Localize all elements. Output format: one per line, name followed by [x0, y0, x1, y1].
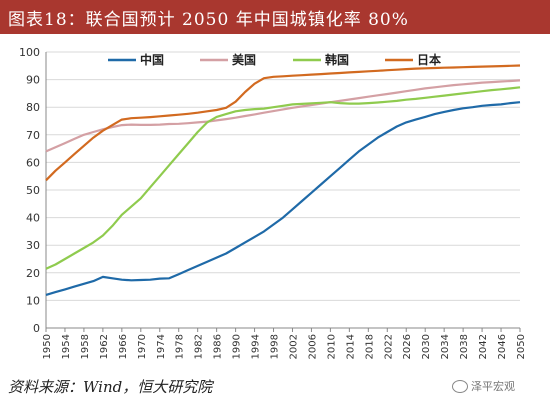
- x-tick-label: 1990: [232, 334, 243, 359]
- x-tick-label: 2018: [364, 334, 375, 359]
- watermark-text: 泽平宏观: [471, 380, 515, 393]
- x-tick-label: 2010: [326, 334, 337, 359]
- x-tick-label: 2030: [421, 334, 432, 359]
- y-tick-label: 60: [26, 156, 40, 169]
- x-tick-label: 2026: [402, 334, 413, 359]
- x-tick-label: 1970: [137, 334, 148, 359]
- source-note: 资料来源：Wind，恒大研究院: [8, 378, 213, 396]
- y-tick-label: 50: [26, 184, 40, 197]
- x-tick-label: 1954: [61, 334, 72, 359]
- legend-label: 日本: [417, 52, 441, 67]
- x-tick-label: 2034: [440, 334, 451, 359]
- chart-area: 0 10 20 30 40 50 60 70 80 90 100 1950 1954 1958 1962 19…: [0, 34, 550, 369]
- watermark: 泽平宏观: [452, 378, 515, 394]
- y-tick-label: 80: [26, 101, 40, 114]
- legend-label: 美国: [232, 52, 256, 67]
- y-tick-label: 0: [33, 322, 40, 335]
- x-tick-label: 2038: [459, 334, 470, 359]
- x-tick-label: 2006: [307, 334, 318, 359]
- y-tick-label: 20: [26, 267, 40, 280]
- y-tick-label: 40: [26, 212, 40, 225]
- x-tick-label: 2042: [478, 334, 489, 359]
- x-tick-label: 1978: [175, 334, 186, 359]
- x-tick-label: 2002: [288, 334, 299, 359]
- y-tick-label: 90: [26, 74, 40, 87]
- series-line-韩国: [45, 86, 521, 270]
- x-tick-label: 2022: [383, 334, 394, 359]
- series-line-中国: [45, 101, 521, 296]
- figure-title: 图表18：联合国预计 2050 年中国城镇化率 80%: [8, 10, 409, 30]
- x-tick-label: 2046: [497, 334, 508, 359]
- x-tick-label: 1998: [270, 334, 281, 359]
- series-line-美国: [45, 79, 521, 153]
- x-tick-label: 1958: [80, 334, 91, 359]
- y-tick-label: 10: [26, 294, 40, 307]
- x-tick-label: 1962: [99, 334, 110, 359]
- wechat-icon: [452, 379, 468, 393]
- title-bar: 图表18：联合国预计 2050 年中国城镇化率 80%: [0, 0, 550, 34]
- legend-label: 中国: [140, 52, 164, 67]
- x-tick-label: 2050: [516, 334, 527, 359]
- x-tick-label: 1966: [118, 334, 129, 359]
- y-tick-label: 70: [26, 129, 40, 142]
- x-tick-label: 1994: [251, 334, 262, 359]
- y-tick-label: 30: [26, 239, 40, 252]
- x-tick-label: 1986: [213, 334, 224, 359]
- series-line-日本: [45, 64, 521, 182]
- x-tick-label: 1950: [42, 334, 53, 359]
- x-tick-label: 2014: [345, 334, 356, 359]
- y-tick-label: 100: [19, 46, 40, 59]
- legend-label: 韩国: [325, 52, 349, 67]
- x-tick-label: 1982: [194, 334, 205, 359]
- x-tick-label: 1974: [156, 334, 167, 359]
